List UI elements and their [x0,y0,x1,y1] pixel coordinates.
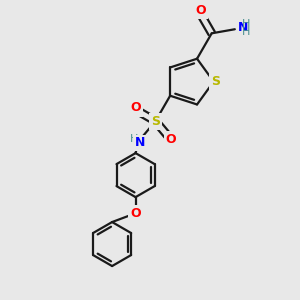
Text: O: O [130,207,141,220]
Text: N: N [238,21,248,34]
Text: N: N [135,136,145,149]
Text: S: S [211,75,220,88]
Text: O: O [195,4,206,17]
Text: H: H [130,134,138,144]
Text: H: H [242,27,250,37]
Text: O: O [130,101,141,114]
Text: O: O [166,133,176,146]
Text: S: S [151,115,160,128]
Text: H: H [242,19,250,29]
